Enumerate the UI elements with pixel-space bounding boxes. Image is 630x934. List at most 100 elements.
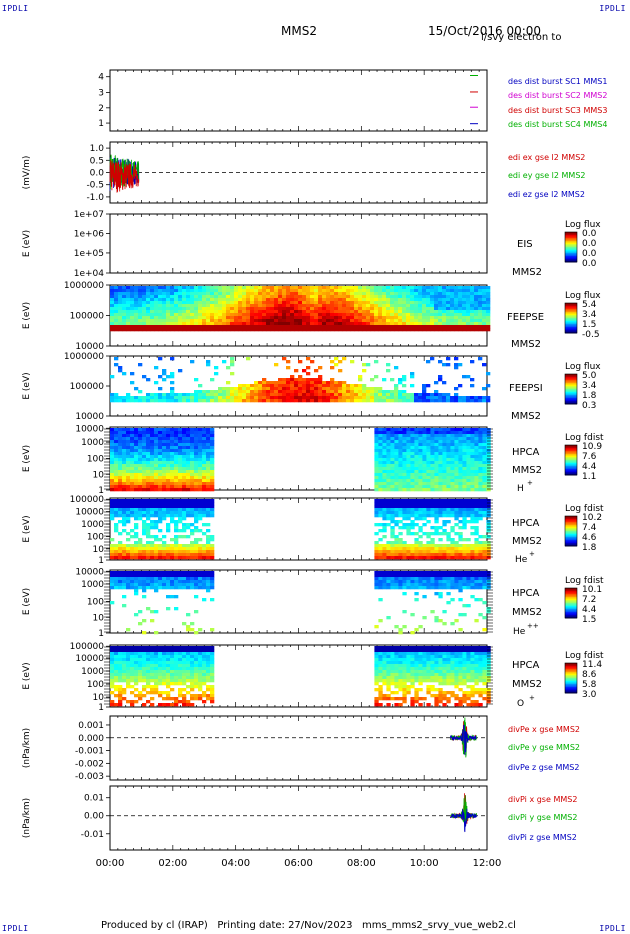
heatmap-cell — [306, 325, 311, 329]
heatmap-cell — [486, 556, 491, 560]
heatmap-cell — [486, 434, 491, 438]
heatmap-cell — [282, 304, 287, 308]
heatmap-cell — [198, 437, 203, 441]
heatmap-cell — [206, 505, 211, 509]
heatmap-cell — [122, 443, 127, 447]
heatmap-cell — [358, 319, 363, 323]
heatmap-cell — [174, 319, 179, 323]
heatmap-cell — [450, 298, 455, 302]
heatmap-cell — [446, 289, 451, 293]
heatmap-cell — [474, 428, 479, 432]
heatmap-cell — [110, 295, 115, 299]
heatmap-cell — [406, 443, 411, 447]
heatmap-cell — [306, 381, 311, 385]
heatmap-cell — [194, 553, 199, 557]
heatmap-cell — [134, 295, 139, 299]
heatmap-cell — [162, 449, 167, 453]
heatmap-cell — [274, 325, 279, 329]
heatmap-cell — [162, 556, 167, 560]
heatmap-cell — [454, 443, 459, 447]
heatmap-cell — [306, 310, 311, 314]
heatmap-cell — [166, 431, 171, 435]
heatmap-cell — [366, 396, 371, 400]
heatmap-cell — [122, 399, 127, 403]
heatmap-cell — [474, 452, 479, 456]
heatmap-cell — [254, 399, 259, 403]
heatmap-cell — [390, 328, 395, 332]
heatmap-cell — [338, 393, 343, 397]
y-tick-label: 100000 — [70, 382, 105, 392]
heatmap-cell — [166, 319, 171, 323]
heatmap-cell — [242, 304, 247, 308]
heatmap-cell — [194, 286, 199, 290]
heatmap-cell — [434, 295, 439, 299]
heatmap-cell — [318, 399, 323, 403]
heatmap-cell — [190, 502, 195, 506]
heatmap-cell — [342, 384, 347, 388]
heatmap-cell — [318, 396, 323, 400]
heatmap-cell — [306, 286, 311, 290]
heatmap-cell — [314, 310, 319, 314]
heatmap-cell — [166, 547, 171, 551]
heatmap-cell — [402, 556, 407, 560]
heatmap-cell — [346, 328, 351, 332]
heatmap-cell — [406, 523, 411, 527]
heatmap-cell — [474, 464, 479, 468]
heatmap-cell — [474, 488, 479, 492]
heatmap-cell — [294, 390, 299, 394]
heatmap-cell — [150, 556, 155, 560]
heatmap-cell — [146, 292, 151, 296]
heatmap-cell — [206, 464, 211, 468]
heatmap-cell — [114, 304, 119, 308]
heatmap-cell — [422, 470, 427, 474]
corner-mark-top-right: IPDLI — [599, 4, 626, 13]
heatmap-cell — [462, 485, 467, 489]
heatmap-cell — [306, 399, 311, 403]
heatmap-cell — [434, 455, 439, 459]
heatmap-cell — [378, 440, 383, 444]
panel-frame — [109, 213, 488, 274]
heatmap-cell — [378, 464, 383, 468]
heatmap-cell — [270, 381, 275, 385]
heatmap-cell — [202, 316, 207, 320]
heatmap-cell — [470, 502, 475, 506]
heatmap-cell — [246, 313, 251, 317]
heatmap-cell — [122, 467, 127, 471]
heatmap-cell — [426, 505, 431, 509]
heatmap-cell — [374, 541, 379, 545]
heatmap-cell — [298, 289, 303, 293]
heatmap-cell — [122, 455, 127, 459]
heatmap-cell — [170, 387, 175, 391]
heatmap-cell — [178, 455, 183, 459]
heatmap-cell — [466, 428, 471, 432]
heatmap-cell — [486, 319, 491, 323]
heatmap-cell — [406, 301, 411, 305]
heatmap-cell — [466, 514, 471, 518]
heatmap-cell — [442, 393, 447, 397]
heatmap-cell — [482, 446, 487, 450]
heatmap-cell — [270, 390, 275, 394]
heatmap-cell — [150, 511, 155, 515]
heatmap-cell — [122, 488, 127, 492]
heatmap-cell — [478, 440, 483, 444]
heatmap-cell — [294, 396, 299, 400]
heatmap-cell — [374, 458, 379, 462]
heatmap-cell — [286, 295, 291, 299]
heatmap-cell — [114, 322, 119, 326]
heatmap-cell — [486, 458, 491, 462]
heatmap-cell — [334, 307, 339, 311]
heatmap-cell — [382, 479, 387, 483]
colorbar-swatch — [565, 532, 577, 535]
heatmap-cell — [378, 538, 383, 542]
heatmap-cell — [438, 485, 443, 489]
heatmap-cell — [134, 502, 139, 506]
heatmap-cell — [470, 301, 475, 305]
heatmap-cell — [130, 319, 135, 323]
heatmap-cell — [170, 298, 175, 302]
heatmap-cell — [222, 396, 227, 400]
heatmap-cell — [374, 434, 379, 438]
heatmap-cell — [462, 473, 467, 477]
heatmap-cell — [154, 310, 159, 314]
heatmap-cell — [226, 313, 231, 317]
heatmap-cell — [458, 482, 463, 486]
